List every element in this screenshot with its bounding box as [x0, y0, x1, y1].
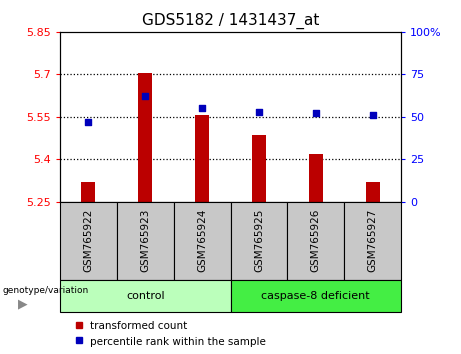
Point — [85, 119, 92, 125]
FancyBboxPatch shape — [230, 202, 287, 280]
Bar — [195, 115, 209, 202]
FancyBboxPatch shape — [230, 280, 401, 312]
FancyBboxPatch shape — [60, 280, 230, 312]
Legend: transformed count, percentile rank within the sample: transformed count, percentile rank withi… — [70, 317, 270, 351]
Text: control: control — [126, 291, 165, 301]
Bar — [309, 154, 323, 202]
FancyBboxPatch shape — [117, 202, 174, 280]
FancyBboxPatch shape — [60, 202, 117, 280]
Point — [255, 109, 263, 115]
Bar — [252, 135, 266, 202]
FancyBboxPatch shape — [287, 202, 344, 280]
FancyBboxPatch shape — [344, 202, 401, 280]
Text: GSM765924: GSM765924 — [197, 209, 207, 273]
Text: GSM765923: GSM765923 — [140, 209, 150, 273]
Text: ▶: ▶ — [18, 297, 28, 310]
FancyBboxPatch shape — [174, 202, 230, 280]
Point — [312, 110, 319, 116]
Title: GDS5182 / 1431437_at: GDS5182 / 1431437_at — [142, 13, 319, 29]
Point — [142, 93, 149, 99]
Text: GSM765922: GSM765922 — [83, 209, 94, 273]
Bar — [366, 182, 380, 202]
Bar — [81, 182, 95, 202]
Point — [198, 105, 206, 111]
Text: caspase-8 deficient: caspase-8 deficient — [261, 291, 370, 301]
Point — [369, 112, 376, 118]
Text: genotype/variation: genotype/variation — [3, 286, 89, 295]
Text: GSM765925: GSM765925 — [254, 209, 264, 273]
Bar — [138, 73, 152, 202]
Text: GSM765926: GSM765926 — [311, 209, 321, 273]
Text: GSM765927: GSM765927 — [367, 209, 378, 273]
